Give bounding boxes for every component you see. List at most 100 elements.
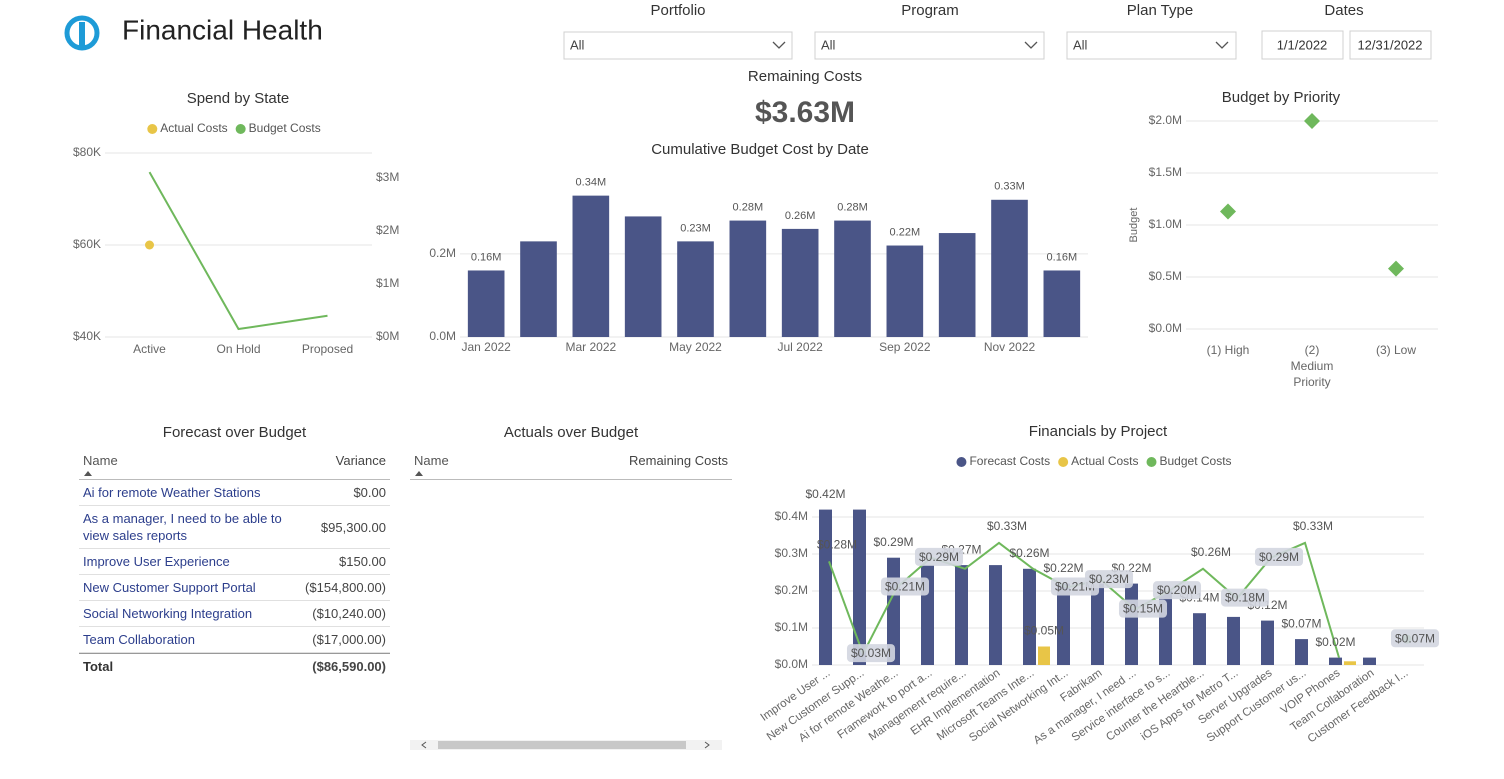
table-row: Ai for remote Weather Stations $0.00 (79, 480, 390, 506)
chevron[interactable] (772, 41, 786, 49)
bar (1227, 616, 1240, 665)
dropdown[interactable]: All (1066, 31, 1237, 60)
bar (1363, 657, 1376, 665)
chart-title: Cumulative Budget Cost by Date (651, 141, 869, 158)
bar (1125, 583, 1138, 665)
dropdown-box[interactable] (563, 31, 793, 60)
data-label-box (1152, 581, 1202, 600)
legend-swatch (147, 124, 158, 134)
legend-swatch (1146, 457, 1157, 467)
dropdown[interactable]: All (563, 31, 793, 60)
table-row: Team Collaboration ($17,000.00) (79, 627, 390, 653)
column-header: Remaining Costs (629, 453, 728, 468)
bar (1057, 583, 1070, 665)
tick-label: $80K (73, 145, 101, 159)
tick-label: $3M (376, 170, 399, 184)
point (145, 240, 154, 250)
data-label: $0.26M (1191, 545, 1231, 559)
chart-title: Budget by Priority (1222, 89, 1341, 106)
tick-label: $0M (376, 329, 399, 343)
table-title: Forecast over Budget (162, 424, 307, 441)
column-header: Name (83, 453, 118, 468)
page-title: Financial Health (122, 14, 323, 45)
table-cell: $150.00 (339, 554, 386, 569)
x-tick-label: May 2022 (669, 340, 722, 354)
bar (1261, 620, 1274, 665)
logo-bar (79, 22, 85, 46)
marker (1220, 203, 1236, 220)
data-label-box (880, 577, 930, 596)
tick-label: $2M (376, 223, 399, 237)
data-label-box (1220, 588, 1270, 607)
table-cell: ($154,800.00) (305, 580, 386, 595)
date-input[interactable]: 12/31/2022 (1349, 30, 1432, 60)
scroll-thumb[interactable] (438, 741, 686, 749)
legend-label: Budget Costs (1160, 454, 1232, 468)
bar (467, 270, 505, 337)
data-label-box (1254, 547, 1304, 566)
data-label: $0.02M (1315, 635, 1355, 649)
total-row: Total ($86,590.00) (79, 653, 390, 679)
data-label-box (1084, 570, 1134, 589)
bar (886, 245, 924, 337)
kpi-label: Remaining Costs (748, 68, 862, 85)
table-cell: ($17,000.00) (312, 632, 386, 647)
column-header: Name (414, 453, 449, 468)
filter-label: Plan Type (1127, 2, 1193, 19)
label-line: Priority (1293, 375, 1330, 389)
tick-label: 0.2M (429, 246, 456, 260)
tick-label: $1.5M (1149, 165, 1182, 179)
data-label: $0.33M (987, 519, 1027, 533)
data-label: 0.23M (680, 222, 711, 234)
dropdown[interactable]: All (814, 31, 1045, 60)
label-line: Medium (1291, 359, 1334, 373)
bar (1023, 568, 1036, 665)
date-end[interactable]: 12/31/2022 (1357, 37, 1422, 52)
data-label: 0.33M (994, 181, 1025, 193)
scrollbar[interactable] (410, 740, 722, 750)
x-tick-label: (2) Medium Priority (1291, 343, 1334, 389)
data-label: $0.07M (1395, 631, 1435, 645)
chevron[interactable] (1024, 41, 1038, 49)
table-title: Actuals over Budget (503, 424, 639, 441)
bar (572, 195, 610, 337)
dropdown-value[interactable]: All (1073, 37, 1088, 52)
scroll-right[interactable] (704, 741, 710, 749)
data-label: $0.29M (919, 550, 959, 564)
dropdown-value[interactable]: All (821, 37, 836, 52)
chevron[interactable] (1215, 41, 1229, 49)
x-tick-label: Active (133, 342, 166, 356)
x-tick-label: Nov 2022 (984, 340, 1036, 354)
table: Name Remaining Costs (410, 448, 732, 480)
data-label-box (1118, 599, 1168, 618)
date-start[interactable]: 1/1/2022 (1277, 37, 1328, 52)
data-label: $0.26M (1009, 546, 1049, 560)
date-box[interactable] (1349, 30, 1432, 60)
tick-label: $0.0M (775, 657, 808, 671)
sort-indicator (415, 471, 423, 476)
data-label-box (914, 547, 964, 566)
filter-label: Dates (1324, 2, 1363, 19)
table-cell: As a manager, I need to be able to view … (83, 511, 282, 543)
legend-swatch (956, 457, 967, 467)
dropdown-box[interactable] (1066, 31, 1237, 60)
dropdown-box[interactable] (814, 31, 1045, 60)
table-cell: ($10,240.00) (312, 606, 386, 621)
table-cell: ($86,590.00) (312, 659, 386, 674)
scroll-left[interactable] (421, 741, 427, 749)
dropdown-value[interactable]: All (570, 37, 585, 52)
date-input[interactable]: 1/1/2022 (1261, 30, 1344, 60)
logo-ring (64, 15, 100, 51)
kpi-value: $3.63M (755, 96, 855, 129)
tick-label: $1.0M (1149, 217, 1182, 231)
data-label: $0.20M (1157, 583, 1197, 597)
legend-swatch (1058, 457, 1069, 467)
bar (938, 233, 976, 337)
date-box[interactable] (1261, 30, 1344, 60)
sort-indicator (84, 471, 92, 476)
bar (677, 241, 714, 337)
data-label: $0.15M (1123, 602, 1163, 616)
tick-label: $1M (376, 276, 399, 290)
